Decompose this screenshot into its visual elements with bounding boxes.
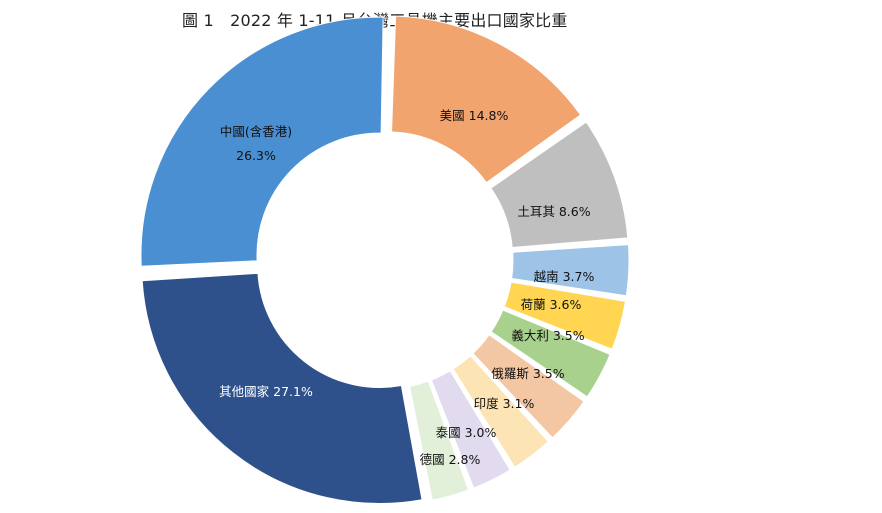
donut-slice	[140, 16, 384, 267]
slice-label: 義大利 3.5%	[511, 328, 584, 343]
slice-label: 土耳其 8.6%	[517, 204, 590, 219]
donut-slice	[141, 272, 423, 504]
donut-slice	[490, 121, 629, 249]
slice-label: 越南 3.7%	[534, 269, 595, 284]
slice-label: 德國 2.8%	[420, 452, 481, 467]
donut-slice	[430, 370, 511, 489]
donut-slice	[391, 15, 582, 184]
slice-label: 荷蘭 3.6%	[521, 297, 582, 312]
slice-label: 其他國家 27.1%	[219, 384, 313, 399]
slice-label: 印度 3.1%	[474, 396, 535, 411]
slice-label: 俄羅斯 3.5%	[491, 366, 564, 381]
donut-slice	[472, 334, 585, 439]
donut-slice	[503, 281, 627, 350]
donut-slice	[452, 355, 550, 468]
slice-label: 美國 14.8%	[440, 108, 509, 123]
slice-label: 中國(含香港) 26.3%	[220, 124, 292, 163]
donut-slice	[409, 380, 470, 501]
donut-slice	[511, 244, 630, 297]
donut-slice	[490, 309, 611, 398]
slice-label: 泰國 3.0%	[436, 425, 497, 440]
